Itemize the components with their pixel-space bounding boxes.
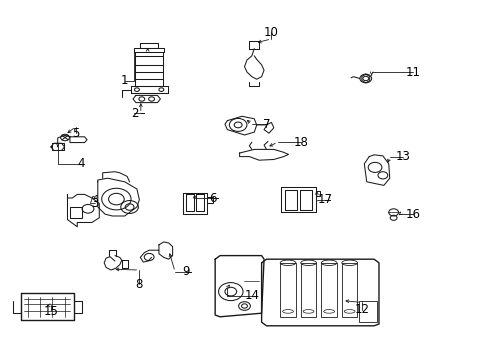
Text: 10: 10 — [264, 26, 278, 39]
Text: 12: 12 — [354, 303, 368, 316]
Bar — [300, 263, 316, 317]
Text: 2: 2 — [130, 107, 138, 120]
Text: 7: 7 — [262, 118, 270, 131]
Bar — [341, 263, 357, 317]
Bar — [70, 207, 82, 218]
Text: 15: 15 — [44, 305, 59, 318]
Text: 9: 9 — [182, 265, 189, 278]
Bar — [280, 263, 295, 317]
Bar — [359, 301, 376, 322]
Text: 4: 4 — [77, 157, 84, 170]
Text: 17: 17 — [317, 193, 332, 206]
Bar — [321, 263, 336, 317]
Text: 6: 6 — [208, 192, 216, 204]
Text: 3: 3 — [91, 197, 99, 210]
Text: 5: 5 — [72, 127, 80, 140]
Text: 16: 16 — [405, 208, 420, 221]
Text: 18: 18 — [293, 136, 307, 149]
Text: 8: 8 — [135, 278, 143, 291]
Text: 11: 11 — [405, 66, 420, 78]
Text: 13: 13 — [395, 150, 410, 163]
Text: 1: 1 — [121, 75, 128, 87]
Text: 14: 14 — [244, 289, 259, 302]
